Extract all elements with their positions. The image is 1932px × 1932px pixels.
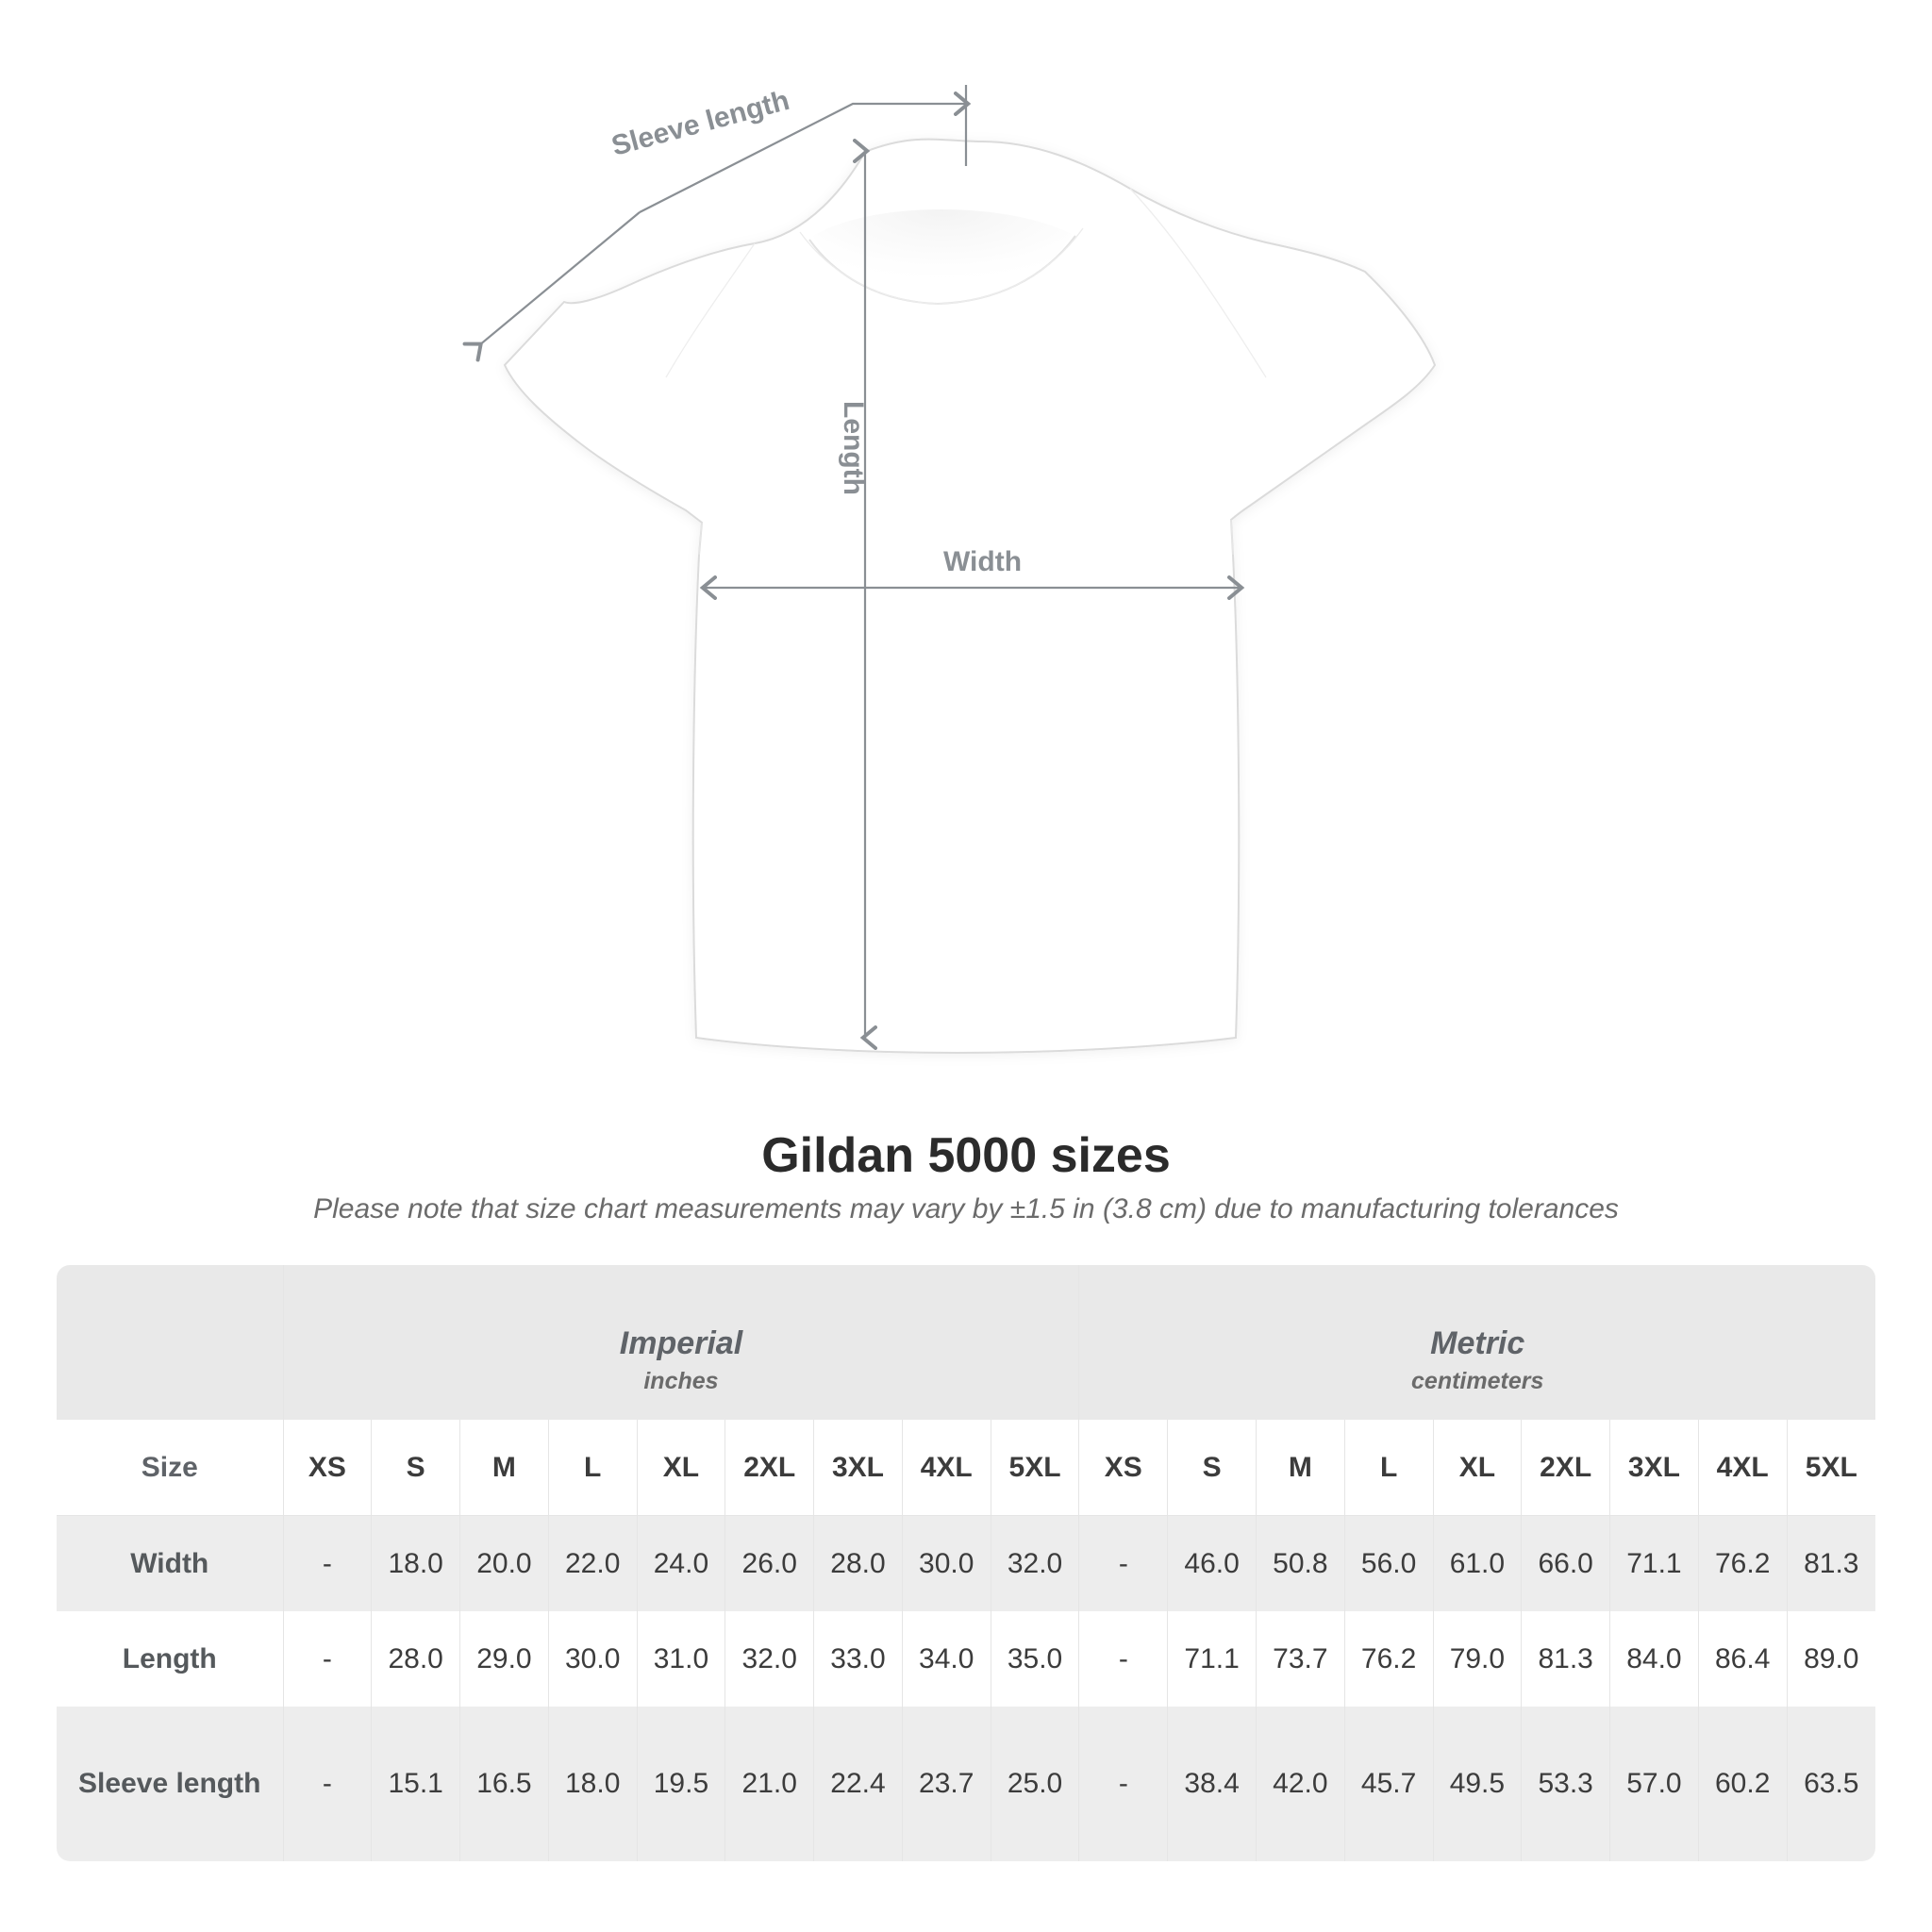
svg-text:Length: Length — [838, 401, 869, 495]
svg-text:Sleeve length: Sleeve length — [608, 85, 792, 162]
svg-text:Width: Width — [943, 546, 1022, 577]
